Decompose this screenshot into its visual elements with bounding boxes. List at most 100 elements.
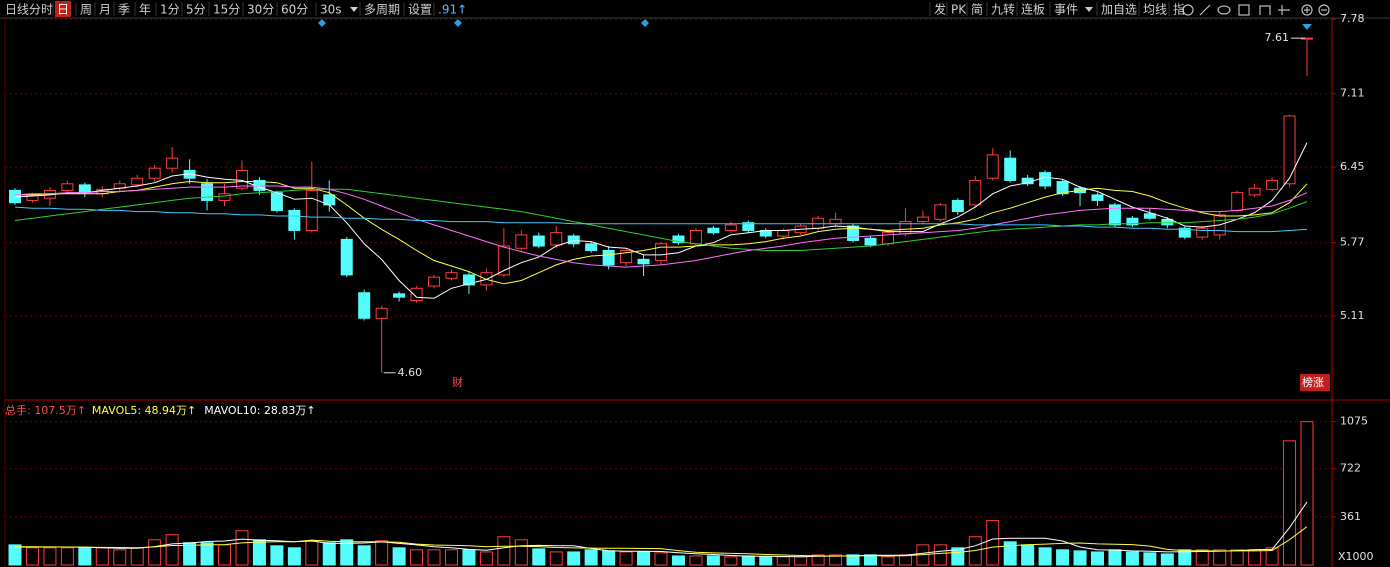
- toolbar-item[interactable]: 均线: [1143, 3, 1167, 17]
- toolbar-item[interactable]: PK: [951, 3, 967, 17]
- y-tick-label: 7.78: [1340, 12, 1365, 25]
- toolbar-item[interactable]: 连板: [1021, 2, 1045, 17]
- toolbar-item[interactable]: 简: [971, 3, 983, 17]
- icon[interactable]: [1318, 4, 1330, 16]
- toolbar-item[interactable]: 事件: [1054, 3, 1078, 17]
- candle-body: [288, 209, 301, 231]
- volume-bar: [497, 536, 511, 566]
- volume-bar: [479, 551, 493, 566]
- candle-body: [847, 225, 860, 241]
- event-label[interactable]: 榜涨: [1302, 375, 1324, 389]
- event-marker[interactable]: [1302, 24, 1312, 30]
- volume-bar: [1283, 440, 1297, 566]
- icon[interactable]: [1182, 4, 1194, 16]
- y-tick-label: 361: [1340, 510, 1361, 523]
- icon[interactable]: [1238, 4, 1250, 16]
- candle-body: [567, 235, 580, 245]
- volume-bar: [305, 540, 319, 566]
- candle-body: [829, 218, 842, 225]
- volume-bar: [270, 545, 284, 566]
- y-tick-label: 5.11: [1340, 309, 1365, 322]
- dropdown-icon[interactable]: [1085, 7, 1093, 12]
- candle-body: [1196, 227, 1209, 238]
- candle-body: [707, 227, 720, 234]
- toolbar-item[interactable]: 30分: [247, 3, 274, 17]
- icon[interactable]: [1301, 4, 1313, 16]
- candle-body: [445, 272, 458, 279]
- toolbar-item[interactable]: 15分: [213, 3, 240, 17]
- toolbar-item[interactable]: 5分: [186, 3, 206, 17]
- ma-line: [14, 185, 1308, 268]
- toolbar-item[interactable]: 月: [99, 3, 111, 17]
- candle-body: [270, 192, 283, 211]
- event-marker[interactable]: [454, 19, 462, 27]
- legend-entry: MAVOL5: 48.94万↑: [92, 404, 196, 417]
- icon[interactable]: [1259, 5, 1271, 15]
- toolbar-item[interactable]: 九转: [991, 2, 1015, 17]
- candle-body: [672, 235, 685, 244]
- dropdown-icon[interactable]: [350, 7, 358, 12]
- volume-bar: [252, 539, 266, 566]
- volume-bar: [864, 554, 878, 566]
- candle-body: [864, 237, 877, 246]
- icon[interactable]: [1217, 5, 1231, 15]
- volume-bar: [444, 549, 458, 566]
- candle-body: [410, 287, 423, 302]
- volume-bar: [1178, 549, 1192, 566]
- volume-bar: [375, 540, 389, 566]
- candle-body: [1143, 213, 1156, 219]
- candle-body: [1108, 204, 1121, 226]
- volume-bar: [933, 544, 947, 566]
- candle-body: [131, 177, 144, 186]
- toolbar-item[interactable]: 季: [118, 3, 130, 17]
- volume-bar: [1248, 549, 1262, 566]
- toolbar-item[interactable]: 日线分时: [5, 3, 53, 17]
- volume-bar: [218, 544, 232, 566]
- candle-body: [515, 234, 528, 249]
- volume-bar: [619, 551, 633, 566]
- volume-bar: [602, 550, 616, 566]
- volume-bar: [759, 556, 773, 566]
- volume-bar: [706, 555, 720, 566]
- toolbar-item[interactable]: 发: [934, 2, 946, 17]
- toolbar-item[interactable]: 设置: [408, 3, 432, 17]
- volume-bar: [43, 547, 57, 566]
- volume-bar: [200, 542, 214, 566]
- volume-bar: [183, 542, 197, 566]
- volume-bar: [567, 551, 581, 566]
- volume-bar: [514, 539, 528, 566]
- mavol-line: [14, 526, 1308, 557]
- candle-body: [1248, 187, 1261, 196]
- toolbar-item[interactable]: 60分: [281, 3, 308, 17]
- icon[interactable]: [1304, 7, 1310, 13]
- toolbar-item[interactable]: 加自选: [1101, 3, 1137, 17]
- toolbar-item[interactable]: 周: [80, 3, 92, 17]
- toolbar-item[interactable]: 多周期: [364, 3, 400, 17]
- toolbar-item[interactable]: 日: [57, 3, 69, 17]
- candle-body: [218, 193, 231, 201]
- toolbar-item[interactable]: 指: [1173, 2, 1185, 17]
- toolbar-item[interactable]: 30s: [320, 3, 342, 17]
- event-marker[interactable]: [641, 19, 649, 27]
- mavol-line: [15, 501, 1308, 558]
- event-marker[interactable]: [318, 19, 326, 27]
- volume-bar: [1108, 549, 1122, 566]
- icon[interactable]: [1278, 5, 1290, 15]
- candle-body: [742, 222, 755, 231]
- legend-entry: MAVOL10: 28.83万↑: [204, 404, 315, 417]
- candle-body: [916, 216, 929, 223]
- ma-line: [14, 142, 1308, 299]
- event-badge[interactable]: [1300, 374, 1330, 391]
- volume-bar: [1125, 551, 1139, 566]
- volume-bar: [113, 549, 127, 566]
- icon[interactable]: [1199, 4, 1211, 16]
- toolbar-item[interactable]: 1分: [160, 3, 180, 17]
- volume-bar: [148, 539, 162, 566]
- event-label[interactable]: 财: [452, 375, 463, 389]
- volume-bar: [811, 554, 825, 566]
- volume-bar: [794, 556, 808, 566]
- volume-bar: [1003, 541, 1017, 566]
- toolbar-item[interactable]: .91↑: [438, 3, 467, 17]
- volume-bar: [671, 555, 685, 566]
- toolbar-item[interactable]: 年: [139, 3, 151, 17]
